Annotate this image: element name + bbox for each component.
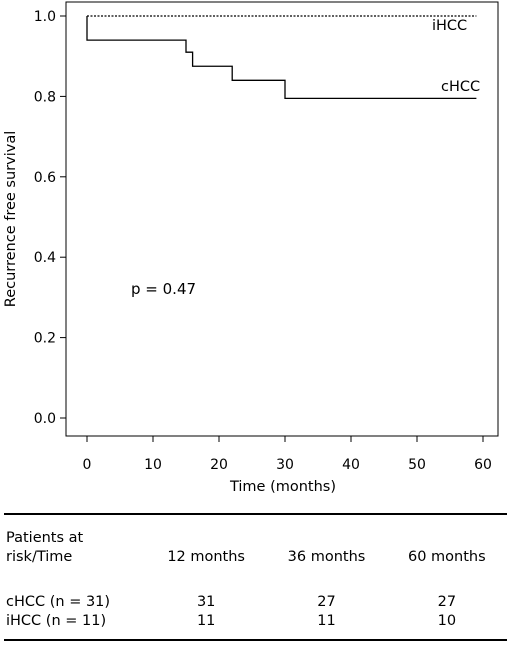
x-axis-ticks: 0 10 20 30 40 50 60 — [83, 436, 492, 473]
series-label-ihcc: iHCC — [432, 18, 467, 34]
patients-at-risk-table: Patients at risk/Time 12 months 36 month… — [4, 513, 507, 641]
y-tick-label: 0.2 — [34, 331, 56, 347]
risk-cell: 31 — [196, 594, 216, 610]
x-tick-label: 60 — [474, 457, 492, 473]
series-line-chcc — [86, 16, 477, 100]
risk-col-60-months: 60 months — [407, 549, 486, 565]
x-axis-title: Time (months) — [229, 479, 336, 495]
y-tick-label: 0.0 — [34, 411, 56, 427]
risk-cell: 11 — [317, 613, 336, 629]
y-tick-label: 0.4 — [34, 250, 56, 266]
x-tick-label: 30 — [276, 457, 294, 473]
risk-cell: 10 — [437, 613, 457, 629]
survival-chart: 0.0 0.2 0.4 0.6 0.8 1.0 0 10 20 30 40 50 60 Recurre… — [3, 1, 499, 495]
y-axis-ticks: 0.0 0.2 0.4 0.6 0.8 1.0 — [34, 9, 66, 427]
y-tick-label: 0.8 — [34, 89, 56, 105]
risk-col-12-months: 12 months — [167, 549, 245, 565]
risk-row-chcc: cHCC (n = 31) 31 27 27 — [4, 585, 507, 612]
risk-cell: 27 — [437, 594, 457, 610]
risk-table-header-label: Patients at risk/Time — [4, 514, 146, 585]
p-value-annotation: p = 0.47 — [131, 280, 196, 298]
risk-header-line1: Patients at — [6, 530, 84, 546]
x-tick-label: 10 — [144, 457, 162, 473]
series-layer — [86, 15, 477, 100]
risk-row-ihcc: iHCC (n = 11) 11 11 10 — [4, 612, 507, 640]
y-tick-label: 1.0 — [34, 9, 56, 25]
x-tick-label: 50 — [408, 457, 426, 473]
plot-frame — [65, 1, 499, 437]
risk-cell: 27 — [317, 594, 336, 610]
series-label-chcc: cHCC — [441, 79, 480, 95]
y-tick-label: 0.6 — [34, 170, 56, 186]
risk-row-label: cHCC (n = 31) — [6, 594, 111, 610]
x-tick-label: 40 — [342, 457, 360, 473]
y-axis-title: Recurrence free survival — [3, 131, 19, 307]
risk-table-header: Patients at risk/Time 12 months 36 month… — [4, 514, 507, 585]
x-tick-label: 0 — [83, 457, 92, 473]
risk-cell: 11 — [196, 613, 216, 629]
risk-row-label: iHCC (n = 11) — [6, 613, 107, 629]
risk-col-36-months: 36 months — [287, 549, 366, 565]
risk-header-line2: risk/Time — [6, 549, 73, 565]
x-tick-label: 20 — [210, 457, 228, 473]
